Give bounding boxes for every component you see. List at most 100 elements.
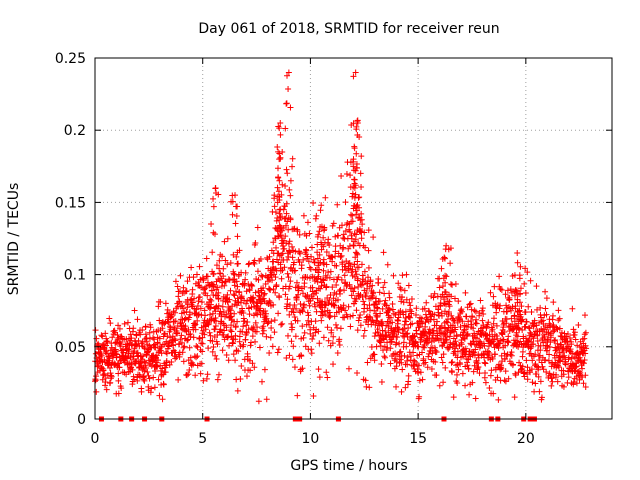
data-point <box>194 344 201 351</box>
data-point <box>330 220 337 227</box>
data-point <box>108 373 115 380</box>
data-point <box>383 332 390 339</box>
data-point <box>542 357 549 364</box>
data-point <box>183 288 190 295</box>
data-point <box>224 261 231 268</box>
data-point <box>573 380 580 387</box>
data-point <box>131 307 138 314</box>
data-point <box>164 306 171 313</box>
data-point <box>580 360 587 367</box>
data-point <box>398 359 405 366</box>
data-point <box>178 339 185 346</box>
data-point <box>446 291 453 298</box>
data-point <box>355 214 362 221</box>
data-point <box>289 254 296 261</box>
data-point <box>370 289 377 296</box>
data-point <box>441 300 448 307</box>
data-point <box>232 192 239 199</box>
data-point <box>276 294 283 301</box>
data-point <box>504 308 511 315</box>
data-point <box>176 340 183 347</box>
data-point <box>415 324 422 331</box>
data-point <box>133 340 140 347</box>
data-point <box>353 307 360 314</box>
data-point <box>511 394 518 401</box>
data-point <box>442 364 449 371</box>
data-point <box>441 288 448 295</box>
data-point <box>479 305 486 312</box>
data-point <box>490 320 497 327</box>
data-point <box>309 288 316 295</box>
data-point <box>316 266 323 273</box>
data-point <box>399 326 406 333</box>
data-point <box>286 283 293 290</box>
data-point <box>536 388 543 395</box>
data-point <box>419 320 426 327</box>
data-point <box>459 318 466 325</box>
data-point <box>569 305 576 312</box>
data-point <box>302 343 309 350</box>
data-point <box>508 307 515 314</box>
data-point <box>190 274 197 281</box>
data-point <box>381 279 388 286</box>
data-point <box>347 263 354 270</box>
data-point <box>558 329 565 336</box>
data-point <box>141 368 148 375</box>
data-point <box>528 366 535 373</box>
data-point <box>267 334 274 341</box>
data-point <box>351 167 358 174</box>
data-point <box>373 295 380 302</box>
data-point <box>498 365 505 372</box>
data-point <box>285 240 292 247</box>
data-point <box>406 314 413 321</box>
data-point <box>299 323 306 330</box>
data-point <box>366 313 373 320</box>
data-point <box>507 286 514 293</box>
data-point <box>445 316 452 323</box>
data-point <box>193 271 200 278</box>
data-point <box>508 315 515 322</box>
data-point <box>194 317 201 324</box>
data-point <box>566 334 573 341</box>
data-point <box>320 234 327 241</box>
data-point <box>347 229 354 236</box>
data-point <box>357 228 364 235</box>
data-point <box>494 374 501 381</box>
data-point <box>212 352 219 359</box>
data-point <box>336 288 343 295</box>
data-point <box>229 198 236 205</box>
data-point <box>451 295 458 302</box>
data-point <box>353 207 360 214</box>
data-point <box>101 370 108 377</box>
data-point <box>215 371 222 378</box>
data-point <box>125 348 132 355</box>
data-point <box>268 318 275 325</box>
data-point <box>277 131 284 138</box>
data-point <box>349 193 356 200</box>
data-point <box>151 336 158 343</box>
data-point <box>172 309 179 316</box>
data-point <box>337 325 344 332</box>
data-point <box>516 291 523 298</box>
data-point <box>199 348 206 355</box>
data-point <box>243 300 250 307</box>
data-point <box>335 232 342 239</box>
data-point <box>439 283 446 290</box>
data-point <box>289 226 296 233</box>
data-point <box>361 327 368 334</box>
data-point <box>523 357 530 364</box>
data-point <box>232 357 239 364</box>
data-point <box>363 290 370 297</box>
data-point <box>223 294 230 301</box>
data-point <box>415 362 422 369</box>
data-point <box>453 341 460 348</box>
data-point <box>453 362 460 369</box>
data-point <box>179 302 186 309</box>
data-point <box>365 227 372 234</box>
data-point <box>351 238 358 245</box>
data-point <box>237 299 244 306</box>
data-point <box>349 218 356 225</box>
data-point <box>535 373 542 380</box>
data-point <box>423 299 430 306</box>
data-point <box>399 366 406 373</box>
